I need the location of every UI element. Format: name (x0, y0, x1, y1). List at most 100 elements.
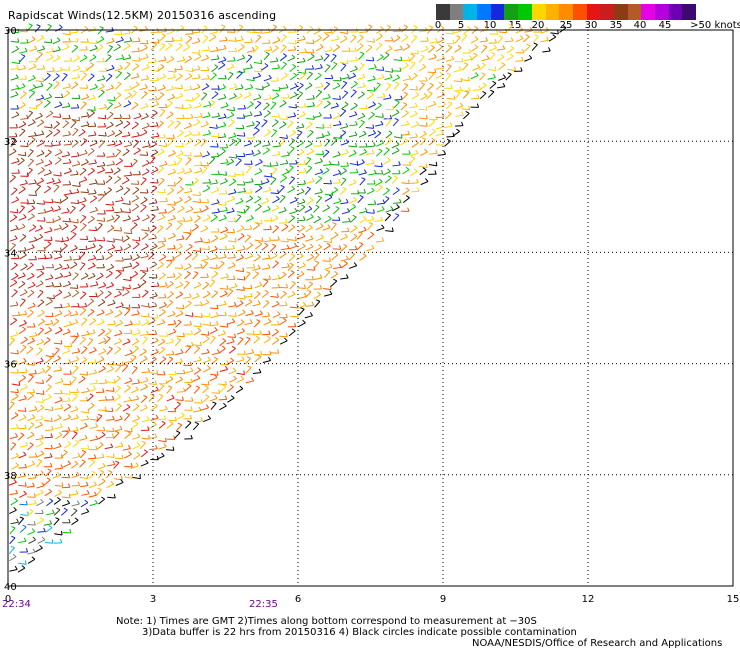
wind-barb (453, 80, 462, 83)
wind-barb (470, 74, 479, 80)
wind-barb-flag (332, 53, 337, 57)
wind-barb (297, 38, 306, 42)
wind-barb-flag (51, 509, 55, 514)
wind-barb (124, 258, 133, 260)
wind-barb (290, 315, 299, 318)
wind-barb-flag (333, 61, 338, 65)
wind-barb (263, 189, 272, 193)
wind-barb (376, 76, 385, 80)
wind-barb-flag (85, 481, 89, 486)
wind-barb (428, 139, 436, 146)
wind-barb-flag (197, 367, 202, 371)
wind-barb-flag (528, 54, 533, 59)
wind-barb (70, 417, 79, 421)
wind-barb (157, 66, 165, 72)
wind-barb-flag (117, 176, 122, 180)
wind-barb (385, 84, 392, 92)
wind-barb-flag (57, 355, 61, 359)
wind-barb (71, 359, 80, 363)
wind-barb-flag (204, 35, 209, 38)
wind-barb-flag (240, 254, 244, 258)
wind-barb (270, 295, 279, 298)
wind-barb (69, 207, 76, 215)
wind-barb-flag (67, 347, 71, 352)
wind-barb-flag (492, 73, 496, 78)
wind-barb-flag (75, 318, 79, 323)
wind-barb (166, 423, 174, 429)
wind-barb-flag (299, 24, 304, 28)
wind-barb (87, 300, 95, 307)
wind-barb (106, 363, 115, 366)
wind-barb-flag (309, 224, 313, 228)
wind-barb-flag (74, 365, 79, 369)
wind-barb (123, 40, 132, 43)
wind-barb (218, 124, 226, 129)
wind-barb (435, 116, 444, 119)
wind-barb-flag (48, 327, 53, 331)
wind-barb-flag (135, 241, 140, 245)
wind-barb-flag (161, 452, 165, 457)
wind-barb (227, 257, 236, 259)
wind-barb (313, 254, 320, 261)
wind-barb-flag (456, 128, 460, 132)
wind-barb (263, 175, 272, 178)
wind-barb (28, 477, 37, 480)
wind-barb-flag (318, 35, 322, 39)
wind-barb-flag (145, 377, 149, 381)
wind-barb-flag (16, 157, 20, 162)
wind-barb (183, 296, 192, 299)
wind-barb-flag (329, 179, 332, 185)
wind-barb (254, 222, 263, 225)
wind-barb (81, 96, 89, 101)
colorbar-swatch (559, 4, 573, 20)
wind-barb (322, 260, 331, 262)
wind-barb (72, 68, 81, 72)
wind-barb (19, 445, 28, 448)
wind-barb (420, 181, 429, 186)
wind-barb (17, 275, 26, 279)
wind-barb (306, 256, 314, 262)
wind-barb (148, 320, 156, 326)
wind-barb-flag (94, 369, 98, 374)
wind-barb (505, 74, 512, 81)
wind-barb-flag (155, 386, 159, 391)
wind-barb (208, 158, 216, 165)
wind-barb-flag (41, 536, 46, 541)
wind-barb (123, 232, 132, 235)
wind-barb-flag (225, 206, 228, 211)
wind-barb (131, 84, 140, 90)
wind-barb (489, 53, 496, 61)
wind-barb (306, 151, 314, 156)
wind-barb-flag (164, 160, 168, 165)
wind-barb-flag (354, 47, 357, 52)
wind-barb-flag (59, 282, 62, 287)
wind-barb-flag (422, 167, 427, 171)
wind-barb (9, 509, 17, 515)
wind-barb-flag (112, 152, 115, 157)
wind-barb (158, 311, 166, 317)
wind-barb-flag (22, 233, 27, 237)
wind-barb (26, 202, 35, 205)
wind-barb-flag (301, 72, 306, 76)
wind-barb (392, 119, 399, 127)
wind-barb (359, 255, 367, 261)
wind-barb (226, 114, 235, 119)
wind-barb-flag (181, 412, 185, 416)
wind-barb (17, 226, 26, 231)
wind-barb-flag (398, 161, 401, 166)
wind-barb (140, 462, 149, 467)
wind-barb (37, 531, 46, 533)
wind-barb (252, 372, 261, 375)
wind-barb-flag (110, 281, 115, 286)
wind-barb (246, 79, 255, 82)
wind-barb-flag (387, 175, 392, 179)
wind-barb (132, 263, 140, 270)
wind-barb (157, 76, 166, 80)
wind-barb (148, 61, 157, 64)
wind-barb-flag (59, 272, 64, 277)
wind-barb-flag (24, 383, 28, 388)
wind-barb (167, 121, 175, 129)
wind-barb (279, 304, 288, 307)
wind-barb (391, 112, 400, 117)
wind-barb-flag (415, 149, 419, 154)
